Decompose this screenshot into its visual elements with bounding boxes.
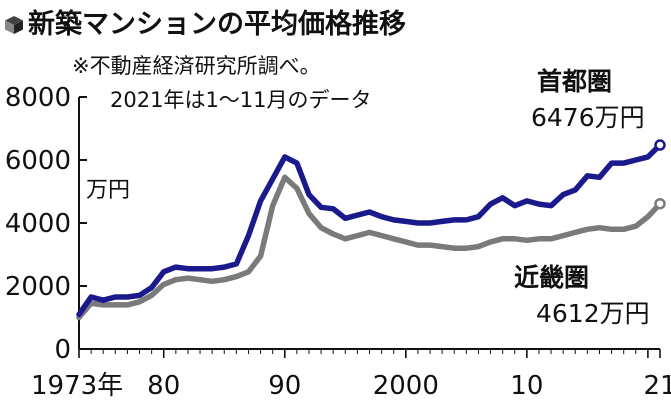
- y-tick-label: 8000: [5, 83, 71, 113]
- y-tick-label: 4000: [5, 209, 71, 239]
- kinki-series-value: 4612万円: [536, 299, 650, 328]
- chart-title-text: 新築マンションの平均価格推移: [28, 9, 406, 40]
- tokyo-series-value: 6476万円: [531, 103, 645, 132]
- tokyo-series-line: [76, 142, 663, 318]
- chart-title: 新築マンションの平均価格推移: [4, 2, 406, 41]
- kinki-series-line: [76, 174, 663, 321]
- x-tick-label: 21: [643, 371, 671, 400]
- x-tick-label: 1973年: [31, 371, 123, 400]
- data-period-note: 2021年は1～11月のデータ: [110, 88, 372, 112]
- x-tick-label: 10: [510, 371, 543, 400]
- kinki-series-end-point: [654, 197, 666, 210]
- tokyo-series-name: 首都圏: [537, 67, 613, 96]
- kinki-series-name: 近畿圏: [514, 263, 590, 292]
- cube-icon: [5, 16, 23, 34]
- y-tick-label: 0: [54, 335, 71, 365]
- tokyo-series-end-point: [654, 139, 666, 151]
- y-axis-unit: 万円: [86, 178, 131, 203]
- x-tick-label: 90: [268, 371, 301, 400]
- y-tick-label: 2000: [5, 272, 71, 302]
- y-tick-label: 6000: [5, 146, 71, 176]
- x-tick-label: 2000: [373, 371, 439, 400]
- source-note: ※不動産経済研究所調べ。: [72, 54, 321, 78]
- x-tick-label: 80: [147, 371, 180, 400]
